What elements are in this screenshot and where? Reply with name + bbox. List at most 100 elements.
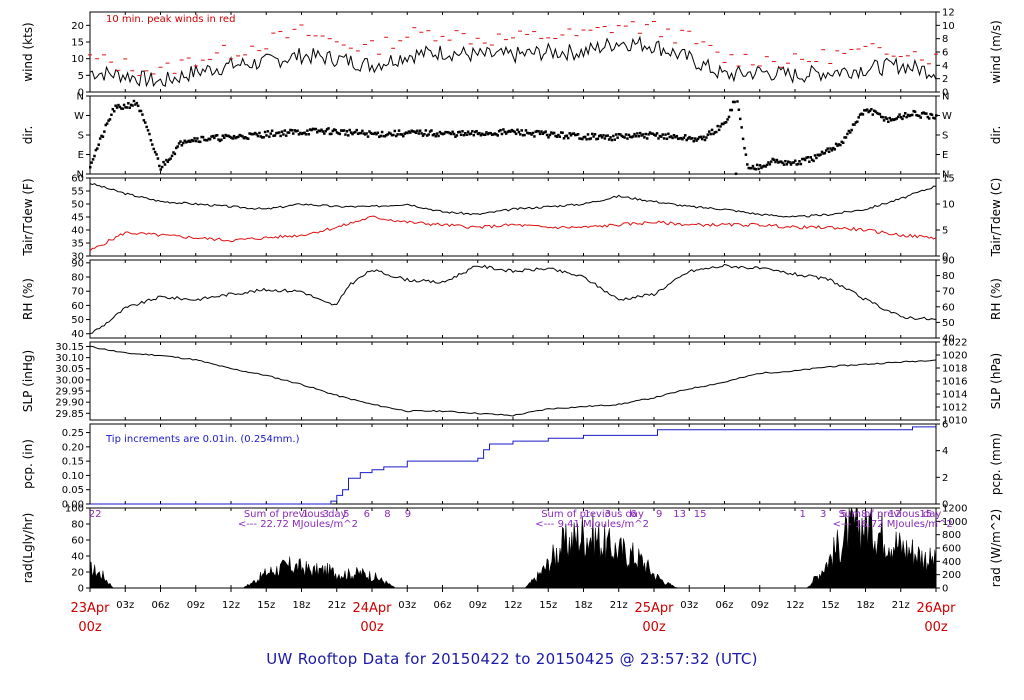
direction-point — [750, 166, 753, 170]
direction-point — [445, 130, 449, 134]
direction-point — [786, 160, 790, 163]
direction-point — [334, 128, 337, 132]
right-axis-label: RH (%) — [989, 278, 1003, 320]
direction-point — [565, 134, 569, 137]
direction-point — [761, 165, 765, 168]
direction-point — [253, 131, 257, 135]
direction-point — [159, 168, 162, 171]
direction-point — [760, 166, 763, 170]
direction-point — [246, 137, 250, 140]
direction-point — [114, 104, 117, 107]
right-tick-label: 50 — [942, 318, 955, 329]
y-tick-label: 0.20 — [62, 442, 84, 453]
direction-point — [218, 139, 222, 143]
direction-point — [94, 148, 98, 152]
direction-point — [354, 130, 357, 134]
x-tick-label: 18z — [575, 600, 593, 611]
direction-point — [148, 132, 151, 136]
direction-point — [562, 137, 566, 140]
direction-point — [179, 140, 182, 143]
direction-point — [588, 137, 591, 141]
direction-point — [598, 134, 601, 138]
direction-point — [194, 139, 198, 143]
direction-point — [899, 116, 903, 119]
direction-point — [827, 150, 831, 154]
direction-point — [235, 135, 239, 139]
direction-point — [884, 116, 887, 119]
direction-point — [506, 130, 509, 134]
x-tick-label: 21z — [328, 600, 346, 611]
right-tick-label: 1020 — [942, 351, 967, 362]
direction-point — [813, 154, 817, 157]
direction-point — [361, 129, 364, 133]
direction-point — [609, 136, 612, 139]
direction-point — [856, 120, 859, 123]
direction-point — [158, 164, 161, 168]
direction-point — [122, 103, 126, 107]
x-tick-label: 21z — [892, 600, 910, 611]
direction-point — [448, 131, 452, 135]
direction-point — [403, 132, 406, 135]
series-line-slp — [89, 345, 937, 417]
direction-point — [877, 112, 880, 115]
direction-point — [266, 130, 270, 133]
direction-point — [867, 110, 870, 114]
direction-point — [606, 134, 609, 137]
direction-point — [437, 134, 440, 138]
y-tick-label: 0.25 — [62, 428, 84, 439]
right-tick-label: 1016 — [942, 377, 967, 388]
direction-point — [307, 132, 311, 136]
direction-point — [513, 130, 516, 134]
radiation-area — [89, 507, 937, 589]
y-tick-label: 100 — [65, 504, 84, 515]
direction-point — [707, 130, 711, 133]
direction-point — [887, 120, 890, 124]
direction-point — [770, 160, 773, 163]
right-tick-label: 15 — [942, 174, 955, 185]
x-tick-label: 15z — [257, 600, 275, 611]
y-tick-label: 40 — [71, 226, 84, 237]
direction-point — [411, 130, 415, 133]
direction-point — [479, 134, 483, 137]
direction-point — [475, 129, 478, 133]
direction-point — [844, 136, 848, 139]
direction-point — [788, 161, 791, 164]
direction-point — [850, 128, 853, 132]
direction-point — [152, 147, 155, 151]
y-tick-label: 50 — [71, 315, 84, 326]
panel-temperature: 30 35 40 45 50 55 60 0 5 10 15 Tair/Tdew (F) Tair/Td… — [21, 174, 1003, 263]
direction-point — [627, 133, 631, 137]
right-tick-label: 4 — [942, 61, 948, 72]
direction-point — [700, 137, 704, 141]
direction-point — [579, 137, 583, 140]
direction-point — [160, 165, 164, 169]
hour-label: 5 — [841, 509, 847, 520]
series-line-tdew — [89, 215, 937, 252]
x-tick-label: 12z — [504, 600, 522, 611]
direction-point — [172, 151, 175, 154]
direction-point — [145, 125, 148, 129]
direction-point — [105, 122, 109, 125]
direction-point — [416, 129, 419, 133]
direction-point — [799, 162, 803, 166]
direction-point — [913, 110, 917, 113]
direction-point — [777, 161, 780, 164]
right-tick-label: 80 — [942, 271, 955, 282]
right-tick-label: 1010 — [942, 416, 967, 427]
direction-point — [306, 129, 309, 132]
direction-point — [833, 148, 836, 151]
direction-point — [744, 153, 748, 156]
series-line-rh — [89, 263, 937, 334]
direction-point — [339, 129, 343, 132]
direction-point — [535, 129, 539, 133]
direction-point — [533, 135, 536, 138]
direction-point — [447, 131, 450, 134]
direction-point — [107, 119, 110, 122]
y-tick-label: 10 — [71, 54, 84, 65]
direction-point — [503, 130, 507, 134]
direction-point — [356, 132, 360, 136]
direction-point — [282, 133, 285, 136]
direction-point — [375, 132, 378, 136]
direction-point — [865, 108, 869, 111]
direction-point — [441, 132, 444, 136]
